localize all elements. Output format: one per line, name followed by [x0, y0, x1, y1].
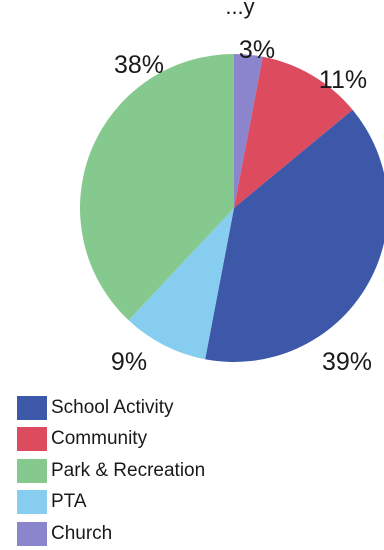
- legend-item-church: Church: [17, 518, 205, 550]
- legend-swatch-school-activity: [17, 395, 47, 420]
- pie-slice-school-activity: [205, 109, 384, 362]
- legend: School Activity Community Park & Recreatio…: [17, 392, 205, 550]
- legend-label-pta: PTA: [51, 491, 87, 513]
- legend-item-school-activity: School Activity: [17, 392, 205, 424]
- legend-swatch-community: [17, 427, 47, 452]
- legend-label-school-activity: School Activity: [51, 396, 174, 418]
- legend-label-park-and-recreation: Park & Recreation: [51, 459, 206, 481]
- pct-label-church: 3%: [239, 36, 275, 64]
- legend-item-community: Community: [17, 424, 205, 456]
- legend-swatch-church: [17, 521, 47, 546]
- legend-swatch-pta: [17, 490, 47, 515]
- pie-slice-church: [234, 54, 263, 208]
- percentage-labels: 3% 11% 39% 9% 38%: [111, 36, 372, 376]
- legend-label-community: Community: [51, 428, 148, 450]
- legend-item-park-and-recreation: Park & Recreation: [17, 455, 205, 487]
- pct-label-pta: 9%: [111, 348, 147, 376]
- pct-label-school-activity: 39%: [322, 348, 372, 376]
- pie-slice-community: [234, 56, 353, 209]
- legend-swatch-park-and-recreation: [17, 458, 47, 483]
- pct-label-park-and-recreation: 38%: [114, 51, 164, 79]
- legend-label-church: Church: [51, 522, 113, 544]
- pct-label-community: 11%: [319, 66, 367, 94]
- legend-item-pta: PTA: [17, 487, 205, 519]
- pie-slice-park-and-recreation: [80, 54, 234, 321]
- pie-slices: [80, 54, 384, 362]
- chart-title: ...y: [225, 0, 254, 19]
- pie-slice-pta: [128, 208, 234, 360]
